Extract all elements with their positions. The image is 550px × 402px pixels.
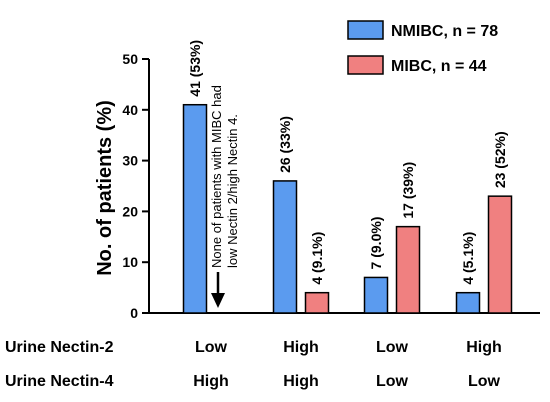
data-label: 23 (52%) [492,131,508,188]
category-nectin2: High [283,339,319,356]
bar-mibc [395,225,421,314]
y-tick-label: 0 [130,305,138,321]
row-label: Urine Nectin-4 [5,373,114,390]
data-label: 4 (9.1%) [309,232,325,285]
category-nectin4: Low [468,373,501,390]
y-tick-label: 20 [122,203,138,219]
category-nectin4: High [193,373,229,390]
annotation-text: low Nectin 2/high Nectin 4. [225,114,240,268]
data-label: 4 (5.1%) [460,232,476,285]
data-label: 17 (39%) [400,162,416,219]
bar-mibc [304,291,330,314]
bars [182,103,513,314]
bar-nmibc [455,291,481,314]
y-tick-label: 50 [122,51,138,67]
y-tick-label: 30 [122,153,138,169]
category-nectin4: Low [376,373,409,390]
legend: NMIBC, n = 78 MIBC, n = 44 [347,20,498,75]
category-nectin2: Low [195,339,228,356]
bar-nmibc [363,276,389,314]
arrow-down-icon [211,293,225,308]
category-nectin2: High [466,339,502,356]
axes: 0 10 20 30 40 50 [122,51,540,321]
bar-nmibc [182,103,208,314]
category-table: Urine Nectin-2 Urine Nectin-4 Low High High H… [5,339,502,390]
row-label: Urine Nectin-2 [5,339,114,356]
category-nectin2: Low [376,339,409,356]
y-axis-title: No. of patients (%) [94,100,116,276]
data-labels: 41 (53%) 26 (33%) 7 (9.0%) 4 (5.1%) 4 (9.1%)… [187,40,508,285]
legend-label: MIBC, n = 44 [391,58,487,75]
y-tick-label: 10 [122,254,138,270]
data-label: 26 (33%) [277,116,293,173]
bar-nmibc [272,180,298,314]
legend-label: NMIBC, n = 78 [391,23,498,40]
bar-mibc [487,195,513,314]
data-label: 41 (53%) [187,40,203,97]
y-tick-label: 40 [122,102,138,118]
annotation-text: None of patients with MIBC had [209,85,224,268]
category-nectin4: High [283,373,319,390]
legend-swatch [347,55,384,75]
legend-swatch [347,20,384,40]
data-label: 7 (9.0%) [368,217,384,270]
annotation: None of patients with MIBC had low Nectin… [209,85,240,308]
